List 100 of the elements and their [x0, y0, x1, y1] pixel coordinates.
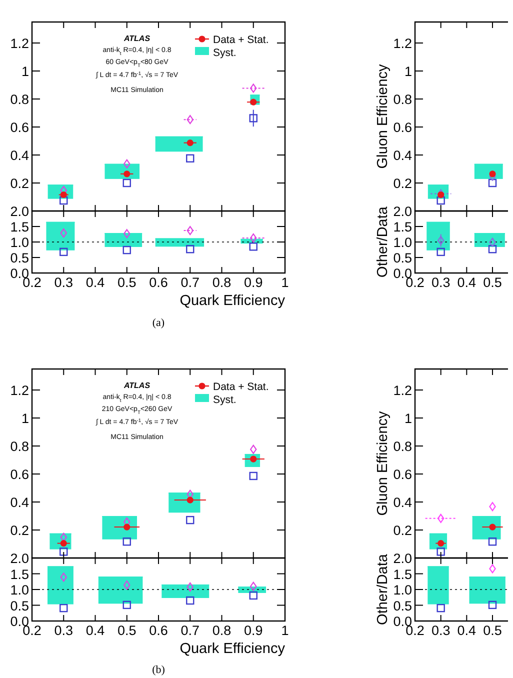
- legend-label: Syst.: [213, 47, 236, 59]
- text: (a): [152, 317, 165, 329]
- y-tick-label: 2.0: [10, 551, 29, 566]
- y-tick-label: 1: [21, 411, 29, 426]
- point: [488, 600, 497, 610]
- legend-label: Data + Stat.: [213, 34, 269, 46]
- point: [489, 524, 496, 530]
- point: [249, 242, 258, 251]
- y-axis-title: Gluon Efficiency: [375, 410, 391, 516]
- point: [60, 548, 68, 556]
- x-tick-label: 1: [281, 623, 289, 638]
- point: [186, 596, 194, 605]
- point: [186, 154, 194, 162]
- x-tick-label: 0.9: [244, 275, 263, 290]
- y-tick-label: 0.2: [10, 176, 29, 191]
- point: [489, 502, 496, 512]
- point: [436, 604, 445, 612]
- y-tick-label: 0.4: [393, 148, 412, 163]
- y-tick-label: 0.8: [10, 439, 29, 454]
- point: [186, 496, 194, 504]
- point: [249, 591, 258, 600]
- x-tick-label: 0.5: [117, 275, 136, 290]
- y-tick-label: 0.4: [10, 148, 30, 163]
- x-tick-label: 0.4: [457, 275, 477, 290]
- y-axis-title: Other/Data: [375, 206, 391, 278]
- point: [488, 245, 497, 254]
- x-tick-label: 0.9: [244, 623, 263, 638]
- point: [436, 196, 445, 205]
- x-tick-label: 0.3: [54, 275, 74, 290]
- y-axis-title: Other/Data: [375, 553, 391, 625]
- legend-label: Data + Stat.: [213, 381, 269, 393]
- x-tick-label: 0.5: [117, 623, 136, 638]
- x-tick-label: 0.7: [180, 275, 200, 290]
- y-tick-label: 1: [21, 64, 29, 79]
- point: [124, 580, 130, 590]
- x-tick-label: 0.5: [483, 623, 502, 638]
- x-tick-label: 0.6: [149, 275, 168, 290]
- y-tick-label: 1.2: [393, 383, 412, 398]
- y-tick-label: 1.0: [10, 235, 29, 250]
- point: [249, 472, 258, 480]
- point: [60, 248, 68, 256]
- x-tick-label: 1: [281, 275, 289, 290]
- y-tick-label: 0.6: [393, 120, 412, 135]
- y-tick-label: 0.6: [393, 467, 412, 482]
- point: [124, 159, 130, 168]
- y-tick-label: 0.5: [393, 598, 412, 614]
- x-tick-label: 0.3: [54, 623, 74, 638]
- y-tick-label: 2.0: [10, 204, 29, 219]
- x-tick-label: 0.3: [431, 623, 450, 638]
- x-tick-label: 0.8: [212, 275, 232, 290]
- x-tick-label: 0.7: [180, 623, 200, 638]
- point: [186, 140, 194, 146]
- y-tick-label: 0.8: [393, 92, 412, 107]
- point: [489, 564, 496, 574]
- y-tick-label: 1.0: [10, 582, 29, 598]
- x-tick-label: 0.8: [212, 623, 232, 638]
- point: [488, 178, 497, 188]
- point: [436, 248, 445, 256]
- y-tick-label: 0.4: [393, 495, 412, 510]
- point: [186, 582, 194, 592]
- y-tick-label: 1: [404, 411, 412, 426]
- y-tick-label: 0.6: [10, 467, 29, 482]
- y-tick-label: 1.2: [10, 36, 29, 51]
- point: [124, 229, 130, 238]
- annotation: ATLAS: [122, 34, 151, 43]
- point: [250, 444, 257, 454]
- y-tick-label: 2.0: [393, 204, 412, 219]
- point: [122, 178, 131, 188]
- point: [122, 600, 131, 610]
- point: [436, 548, 445, 556]
- text: (b): [152, 664, 166, 676]
- point: [122, 538, 131, 546]
- point: [186, 115, 194, 124]
- y-tick-label: 1.0: [393, 235, 412, 250]
- y-tick-label: 0.8: [393, 439, 412, 454]
- x-tick-label: 0.5: [483, 275, 502, 290]
- y-tick-label: 0.4: [10, 495, 30, 510]
- y-tick-label: 0.2: [393, 176, 412, 191]
- point: [186, 245, 194, 254]
- point: [124, 524, 130, 530]
- y-tick-label: 1.0: [393, 582, 412, 598]
- y-tick-label: 1.5: [10, 220, 29, 234]
- y-tick-label: 0.5: [393, 250, 412, 266]
- point: [250, 233, 257, 243]
- y-tick-label: 0.5: [10, 250, 29, 266]
- point: [488, 538, 497, 546]
- point: [186, 226, 194, 236]
- y-tick-label: 0.8: [10, 92, 29, 107]
- point: [437, 514, 444, 523]
- x-axis-title: Quark Efficiency: [180, 293, 286, 309]
- x-tick-label: 0.4: [86, 275, 106, 290]
- point: [60, 604, 68, 612]
- point: [60, 196, 68, 205]
- x-tick-label: 0.6: [149, 623, 168, 638]
- y-tick-label: 0.6: [10, 120, 29, 135]
- y-tick-label: 1.5: [393, 566, 412, 582]
- point: [186, 516, 194, 524]
- point: [489, 170, 496, 178]
- y-tick-label: 2.0: [393, 551, 412, 566]
- point: [60, 572, 67, 582]
